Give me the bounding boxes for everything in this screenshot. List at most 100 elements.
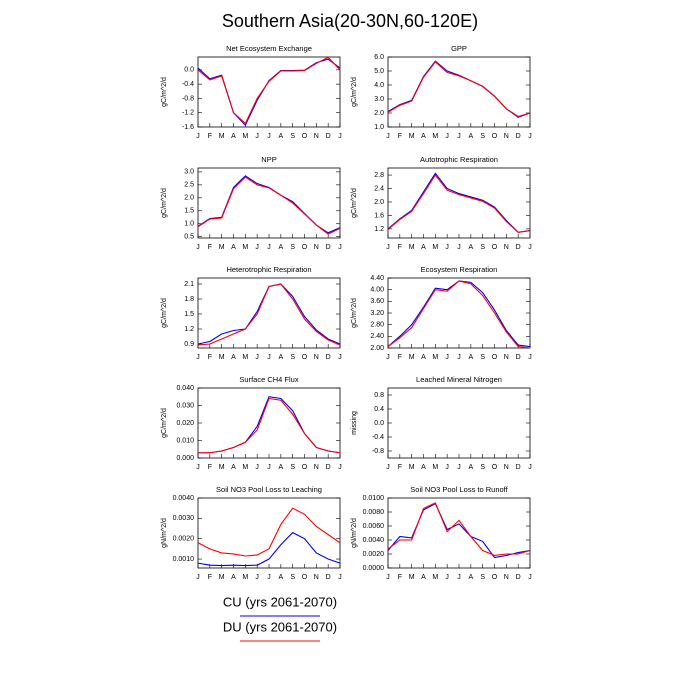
x-tick-label: F bbox=[398, 133, 402, 140]
x-tick-label: J bbox=[386, 133, 390, 140]
series-line bbox=[197, 176, 341, 235]
x-tick-label: M bbox=[432, 244, 438, 251]
panel-title: Autotrophic Respiration bbox=[420, 155, 498, 164]
x-tick-label: J bbox=[457, 244, 461, 251]
plot-frame bbox=[387, 167, 531, 239]
x-tick-label: M bbox=[409, 574, 415, 581]
x-tick-label: S bbox=[290, 574, 295, 581]
y-tick-label: -0.8 bbox=[372, 448, 384, 455]
y-tick-label: 0.0060 bbox=[363, 523, 385, 530]
x-tick-label: S bbox=[290, 354, 295, 361]
x-tick-label: J bbox=[255, 354, 259, 361]
y-tick-label: 0.040 bbox=[176, 385, 194, 392]
x-tick-label: J bbox=[386, 464, 390, 471]
panel-title: Net Ecosystem Exchange bbox=[226, 44, 312, 53]
y-axis-label: gC/m^2/d bbox=[161, 408, 168, 438]
y-tick-label: 2.40 bbox=[370, 333, 384, 340]
plot-frame bbox=[197, 277, 341, 349]
x-tick-label: J bbox=[457, 464, 461, 471]
x-tick-label: J bbox=[386, 354, 390, 361]
y-tick-label: 1.5 bbox=[184, 311, 194, 318]
series-line bbox=[197, 283, 341, 346]
x-tick-label: N bbox=[314, 244, 319, 251]
plot-frame bbox=[387, 387, 531, 459]
x-tick-label: J bbox=[528, 574, 532, 581]
x-tick-label: A bbox=[231, 244, 236, 251]
x-tick-label: O bbox=[302, 574, 308, 581]
x-tick-label: J bbox=[196, 574, 200, 581]
series-line bbox=[197, 283, 341, 345]
figure-title: Southern Asia(20-30N,60-120E) bbox=[222, 11, 478, 31]
x-tick-label: J bbox=[196, 244, 200, 251]
x-tick-label: J bbox=[386, 244, 390, 251]
x-tick-label: A bbox=[468, 133, 473, 140]
y-tick-label: 0.9 bbox=[184, 341, 194, 348]
plot-frame bbox=[197, 56, 341, 128]
y-tick-label: -0.4 bbox=[372, 434, 384, 441]
x-tick-label: J bbox=[196, 354, 200, 361]
y-tick-label: 2.80 bbox=[370, 322, 384, 329]
x-tick-label: J bbox=[445, 244, 449, 251]
x-tick-label: F bbox=[208, 464, 212, 471]
x-tick-label: A bbox=[468, 574, 473, 581]
x-tick-label: O bbox=[492, 244, 498, 251]
y-axis-label: gC/m^2/d bbox=[161, 188, 168, 218]
y-tick-label: 0.010 bbox=[176, 437, 194, 444]
x-tick-label: S bbox=[480, 354, 485, 361]
panel-title: Soil NO3 Pool Loss to Runoff bbox=[410, 485, 508, 494]
y-tick-label: 3.0 bbox=[374, 96, 384, 103]
legend-label: CU (yrs 2061-2070) bbox=[223, 594, 337, 609]
y-tick-label: 1.6 bbox=[374, 212, 384, 219]
x-tick-label: O bbox=[492, 464, 498, 471]
x-tick-label: O bbox=[302, 244, 308, 251]
x-tick-label: M bbox=[219, 354, 225, 361]
x-tick-label: D bbox=[516, 574, 521, 581]
x-tick-label: M bbox=[432, 354, 438, 361]
plot-frame bbox=[197, 497, 341, 569]
y-tick-label: 4.40 bbox=[370, 275, 384, 282]
series-line bbox=[387, 61, 531, 118]
series-line bbox=[198, 396, 341, 454]
y-tick-label: 0.8 bbox=[374, 392, 384, 399]
x-tick-label: J bbox=[528, 464, 532, 471]
x-tick-label: F bbox=[208, 574, 212, 581]
x-tick-label: J bbox=[267, 354, 271, 361]
x-tick-label: M bbox=[219, 244, 225, 251]
x-tick-label: N bbox=[504, 244, 509, 251]
y-tick-label: -0.4 bbox=[182, 81, 194, 88]
series-line bbox=[197, 56, 341, 125]
series-line bbox=[387, 172, 531, 233]
y-tick-label: 0.4 bbox=[374, 406, 384, 413]
x-tick-label: A bbox=[278, 354, 283, 361]
x-tick-label: M bbox=[219, 574, 225, 581]
y-tick-label: 1.0 bbox=[184, 221, 194, 228]
x-tick-label: J bbox=[528, 133, 532, 140]
x-tick-label: O bbox=[302, 354, 308, 361]
y-tick-label: 1.0 bbox=[374, 124, 384, 131]
y-axis-label: missing bbox=[351, 411, 358, 435]
series-line bbox=[387, 174, 531, 233]
x-tick-label: M bbox=[219, 133, 225, 140]
y-tick-label: 0.0 bbox=[374, 420, 384, 427]
x-tick-label: S bbox=[290, 133, 295, 140]
x-tick-label: N bbox=[504, 133, 509, 140]
x-tick-label: J bbox=[196, 133, 200, 140]
legend-label: DU (yrs 2061-2070) bbox=[223, 619, 337, 634]
x-tick-label: J bbox=[255, 464, 259, 471]
y-tick-label: 2.5 bbox=[184, 182, 194, 189]
y-tick-label: 2.4 bbox=[374, 185, 384, 192]
x-tick-label: N bbox=[504, 464, 509, 471]
x-tick-label: F bbox=[398, 354, 402, 361]
x-tick-label: A bbox=[468, 464, 473, 471]
y-tick-label: 4.00 bbox=[370, 287, 384, 294]
x-tick-label: A bbox=[421, 354, 426, 361]
x-tick-label: J bbox=[267, 574, 271, 581]
y-tick-label: -1.2 bbox=[182, 110, 194, 117]
x-tick-label: F bbox=[398, 244, 402, 251]
x-tick-label: D bbox=[516, 244, 521, 251]
x-tick-label: A bbox=[278, 244, 283, 251]
x-tick-label: A bbox=[468, 244, 473, 251]
y-tick-label: 2.0 bbox=[374, 110, 384, 117]
x-tick-label: M bbox=[409, 244, 415, 251]
x-tick-label: J bbox=[528, 354, 532, 361]
